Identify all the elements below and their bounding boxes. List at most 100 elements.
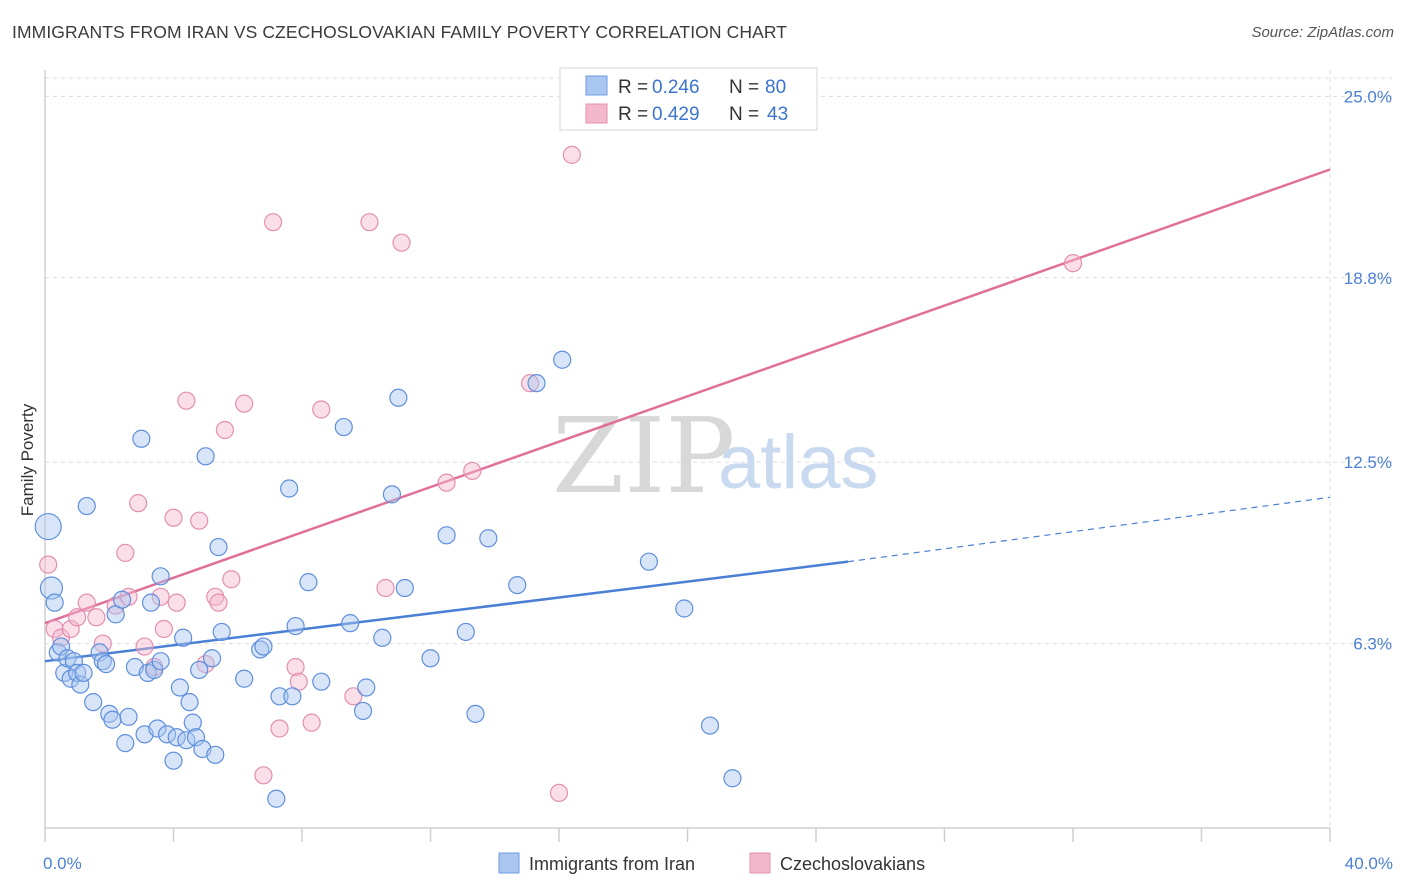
watermark-atlas: atlas [718,420,879,505]
pink-point [164,508,183,527]
blue-point [235,669,254,688]
blue-point [206,745,225,764]
y-tick-label: 12.5% [1344,453,1392,472]
pink-point [154,619,173,639]
pink-point [360,213,379,232]
source-label: Source: ZipAtlas.com [1251,24,1394,41]
blue-point [466,704,485,723]
pink-point [463,461,482,481]
pink-point [1063,254,1083,273]
legend-blue-n-label: N = [729,77,759,98]
blue-point [196,447,215,466]
blue-point [212,622,231,642]
blue-point [456,622,475,642]
legend-blue-r-label: R = [618,77,648,98]
pink-point [549,783,569,802]
pink-point [263,213,283,232]
blue-point [170,678,190,697]
blue-point [151,567,170,586]
blue-point [174,628,193,647]
pink-point [222,570,241,589]
blue-point [119,707,138,726]
blue-point [93,652,112,671]
blue-point [299,573,318,592]
bottom-legend-blue-label: Immigrants from Iran [529,854,695,874]
blue-point [100,704,119,723]
legend-blue-n-value: 80 [765,77,786,98]
bottom-legend: Immigrants from Iran Czechoslovakians [498,852,925,874]
blue-point [68,663,87,682]
watermark-zip: ZIP [552,395,735,517]
bottom-legend-pink-label: Czechoslovakians [780,854,925,874]
pink-point [167,593,186,612]
trend-line-blue-extension [848,496,1331,563]
blue-point [51,637,71,656]
pink-point [116,543,135,562]
legend-swatch-pink [585,103,608,124]
axes [44,70,1331,842]
blue-point [270,687,289,706]
pink-point [209,593,228,612]
blue-point [112,590,132,609]
blue-point [700,716,720,735]
y-axis-label: Family Poverty [18,403,37,516]
chart-title: IMMIGRANTS FROM IRAN VS CZECHOSLOVAKIAN … [12,22,788,42]
pink-point [302,713,321,732]
pink-point [206,587,225,606]
blue-point [395,578,414,598]
blue-point [71,675,90,694]
blue-point [527,374,546,393]
pink-point [376,578,395,598]
pink-point [520,374,540,393]
pink-point [215,420,234,440]
blue-point [116,734,135,753]
pink-point [135,637,154,656]
blue-point [132,429,151,448]
blue-point [357,678,376,697]
pink-point [61,619,80,639]
bottom-legend-swatch-blue [498,852,520,874]
y-tick-label: 18.8% [1344,269,1392,288]
pink-point [129,494,148,513]
blue-point [45,593,64,612]
pink-point [392,233,411,252]
blue-point [183,713,202,732]
watermark: ZIP atlas [552,395,879,517]
pink-point [235,394,254,413]
pink-point [151,587,170,606]
blue-point [186,728,206,747]
pink-point [562,145,581,164]
blue-point [437,526,456,545]
blue-point [84,693,103,712]
legend-swatch-blue [585,75,608,96]
blue-point [77,496,96,516]
blue-point [74,663,93,682]
blue-point [280,479,299,498]
blue-point [141,593,161,612]
blue-points [34,350,742,808]
trend-line-pink [44,168,1331,625]
legend-pink-r-value: 0.429 [652,104,700,125]
y-tick-labels: 6.3% 12.5% 18.8% 25.0% [1344,87,1392,653]
x-tick-label-min: 0.0% [43,854,82,873]
blue-point [553,350,572,369]
pink-point [312,400,331,419]
blue-point [421,649,440,668]
blue-point [103,710,122,729]
blue-point [382,485,402,504]
legend-pink-n-value: 43 [767,104,788,125]
blue-point [251,640,270,659]
pink-point [87,608,106,627]
pink-point [437,473,456,492]
pink-point [344,687,363,706]
pink-point [270,719,289,738]
blue-point [202,649,222,668]
blue-point [48,643,67,662]
blue-point [723,769,742,788]
blue-point [209,537,228,557]
blue-point [151,652,170,671]
pink-point [77,593,96,612]
svg-text:R =: R = [618,77,648,98]
blue-point [479,529,498,548]
